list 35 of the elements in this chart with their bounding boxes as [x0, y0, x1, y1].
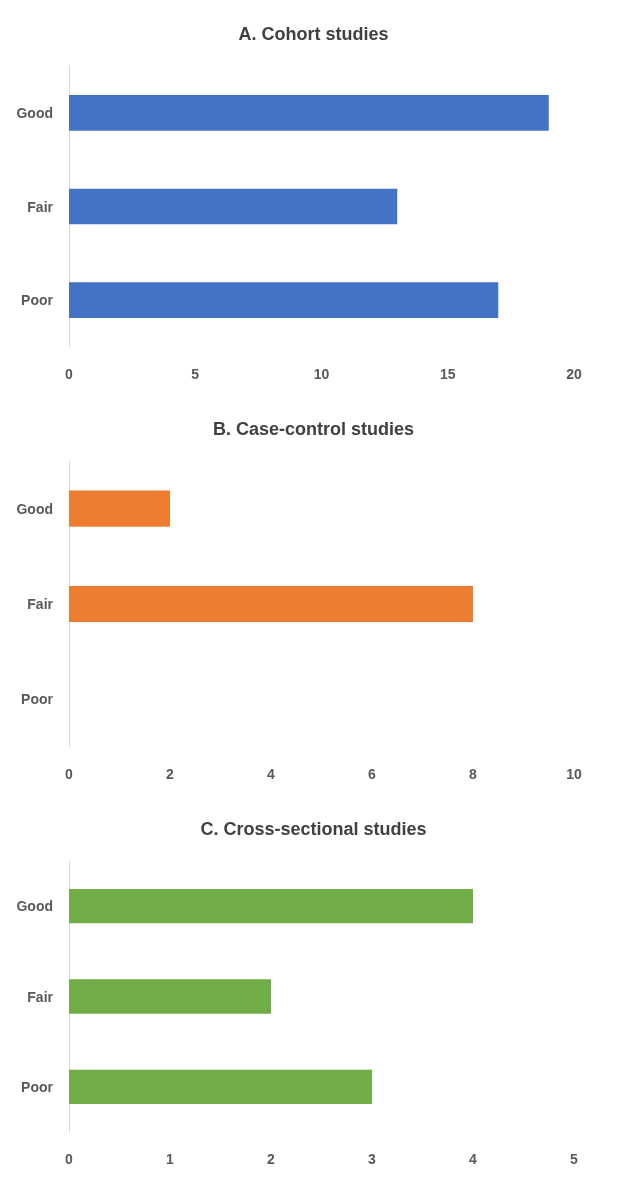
x-tick-label: 20 [566, 366, 582, 382]
y-tick-label: Good [16, 898, 53, 915]
x-tick-label: 0 [65, 366, 74, 382]
y-tick-label: Good [16, 500, 53, 517]
chart-title: C. Cross-sectional studies [200, 819, 427, 839]
x-tick-label: 4 [469, 1151, 478, 1167]
x-tick-label: 2 [166, 766, 175, 782]
y-tick-label: Good [16, 104, 53, 121]
x-tick-label: 8 [469, 766, 478, 782]
bar [69, 889, 473, 924]
x-tick-label: 0 [65, 766, 74, 782]
y-tick-label: Fair [27, 596, 54, 612]
chart-title: B. Case-control studies [212, 419, 415, 439]
x-tick-label: 4 [267, 766, 276, 782]
bar [69, 1069, 372, 1104]
y-tick-label: Poor [21, 691, 54, 708]
x-tick-label: 10 [313, 366, 330, 382]
bar [69, 282, 499, 318]
y-tick-label: Poor [21, 292, 54, 309]
x-tick-label: 2 [267, 1151, 276, 1167]
bar [69, 979, 271, 1014]
y-tick-label: Fair [27, 988, 54, 1005]
bar [69, 95, 549, 131]
x-tick-label: 0 [65, 1151, 74, 1167]
x-tick-label: 3 [368, 1151, 377, 1167]
x-tick-label: 5 [191, 366, 200, 382]
x-tick-label: 6 [368, 766, 377, 782]
bar [69, 188, 398, 225]
x-tick-label: 15 [439, 366, 456, 382]
x-tick-label: 10 [566, 766, 582, 782]
x-tick-label: 5 [570, 1151, 579, 1167]
chart-title: A. Cohort studies [238, 24, 389, 44]
y-tick-label: Fair [27, 198, 54, 215]
y-tick-label: Poor [21, 1078, 54, 1095]
x-tick-label: 1 [166, 1151, 175, 1167]
